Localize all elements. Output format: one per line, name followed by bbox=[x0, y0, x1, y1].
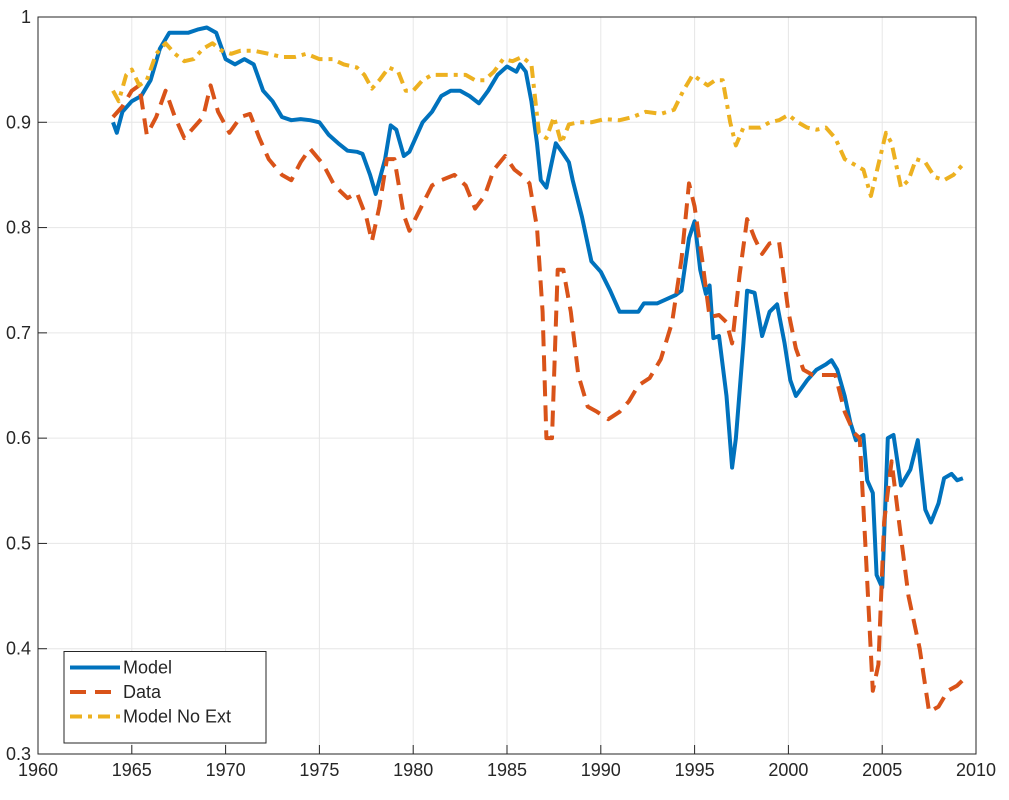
axes-box bbox=[37, 16, 977, 755]
y-tick-label: 0.3 bbox=[6, 744, 31, 764]
x-tick-label: 1965 bbox=[112, 760, 152, 780]
x-tick-label: 1995 bbox=[675, 760, 715, 780]
x-tick-label: 2010 bbox=[956, 760, 996, 780]
y-tick-label: 1 bbox=[21, 7, 31, 27]
x-tick-label: 1960 bbox=[18, 760, 58, 780]
x-tick-label: 1985 bbox=[487, 760, 527, 780]
series-line bbox=[111, 83, 967, 714]
y-tick-label: 0.6 bbox=[6, 428, 31, 448]
y-tick-label: 0.8 bbox=[6, 218, 31, 238]
y-tick-label: 0.5 bbox=[6, 533, 31, 553]
legend-label: Model No Ext bbox=[123, 707, 231, 727]
series-line bbox=[111, 25, 964, 590]
legend-label: Data bbox=[123, 682, 162, 702]
y-tick-label: 0.9 bbox=[6, 112, 31, 132]
x-tick-label: 1975 bbox=[299, 760, 339, 780]
series-line bbox=[111, 41, 965, 198]
legend-label: Model bbox=[123, 658, 172, 678]
y-tick-label: 0.4 bbox=[6, 639, 31, 659]
x-tick-label: 1990 bbox=[581, 760, 621, 780]
y-tick-label: 0.7 bbox=[6, 323, 31, 343]
x-tick-label: 1970 bbox=[206, 760, 246, 780]
x-tick-label: 2005 bbox=[862, 760, 902, 780]
x-tick-label: 1980 bbox=[393, 760, 433, 780]
x-tick-label: 2000 bbox=[768, 760, 808, 780]
